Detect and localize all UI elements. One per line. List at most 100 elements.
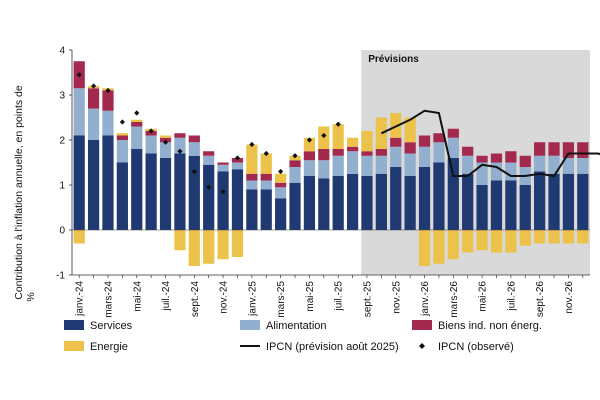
bar-segment xyxy=(231,162,244,170)
x-tick-label: mai-24 xyxy=(132,281,143,312)
bar-segment xyxy=(159,135,172,138)
bar-segment xyxy=(447,158,459,230)
bar-segment xyxy=(332,155,344,176)
legend-label: Services xyxy=(90,320,133,332)
bar-segment xyxy=(318,160,330,179)
bar-segment xyxy=(131,149,143,230)
bar-segment xyxy=(577,230,589,244)
bar-segment xyxy=(217,171,229,230)
y-tick-label: 0 xyxy=(59,226,65,237)
x-tick-label: mars-26 xyxy=(449,281,460,318)
bar-segment xyxy=(375,149,387,156)
legend-label: IPCN (prévision août 2025) xyxy=(266,341,399,353)
bar-segment xyxy=(203,151,215,156)
bar-segment xyxy=(73,135,85,230)
ipcn-observed-points xyxy=(76,72,341,195)
bar-segment xyxy=(73,88,85,136)
bar-segment xyxy=(490,153,503,163)
bar-segment xyxy=(361,151,373,156)
bar-segment xyxy=(217,164,229,172)
bar-segment xyxy=(303,176,316,230)
bar-segment xyxy=(433,162,445,230)
bar-segment xyxy=(476,162,488,185)
bar-segment xyxy=(361,155,373,176)
bar-segment xyxy=(289,182,301,230)
bar-segment xyxy=(188,135,200,143)
bar-segment xyxy=(447,230,459,260)
y-axis: -1 0 1 2 3 4 xyxy=(56,46,73,282)
bar-segment xyxy=(534,142,546,156)
legend-swatch xyxy=(240,320,260,330)
bar-segment xyxy=(361,131,373,152)
bar-segment xyxy=(260,180,272,190)
ipcn-observed-point xyxy=(177,148,183,154)
bar-segment xyxy=(577,158,589,174)
bar-segment xyxy=(490,230,503,253)
bar-segment xyxy=(577,142,589,158)
x-tick-label: nov.-25 xyxy=(391,281,402,314)
x-tick-label: sept.-25 xyxy=(362,281,373,318)
bar-segment xyxy=(433,230,445,264)
bar-segment xyxy=(375,117,387,149)
ipcn-observed-point xyxy=(134,110,140,116)
bar-segment xyxy=(433,142,445,163)
bar-segment xyxy=(562,230,575,244)
ipcn-observed-point xyxy=(306,137,313,143)
bar-segment xyxy=(346,151,359,174)
ipcn-observed-point xyxy=(335,121,341,127)
legend-ipcn-prevision: IPCN (prévision août 2025) xyxy=(240,341,399,353)
ipcn-observed-point xyxy=(162,139,169,145)
bar-segment xyxy=(375,155,387,174)
bar-segment xyxy=(289,167,301,183)
bar-segment xyxy=(131,122,143,127)
x-tick-label: mai-25 xyxy=(305,281,316,312)
bar-segment xyxy=(332,149,344,156)
bar-segment xyxy=(188,230,200,266)
ipcn-observed-point xyxy=(321,132,327,139)
x-tick-label: nov.-26 xyxy=(564,281,575,314)
bar-segment xyxy=(159,142,172,158)
bar-segment xyxy=(375,173,387,230)
bar-segment xyxy=(519,185,531,230)
x-tick-label: juil.-25 xyxy=(334,281,345,312)
bar-segment xyxy=(404,176,416,230)
legend-swatch xyxy=(64,320,84,330)
x-tick-label: janv.-25 xyxy=(247,281,258,317)
x-tick-label: janv.-26 xyxy=(420,281,431,317)
bar-segment xyxy=(490,180,503,230)
bar-segment xyxy=(188,142,200,156)
bar-segment xyxy=(534,230,546,244)
bar-segment xyxy=(505,230,517,253)
ipcn-observed-point xyxy=(278,168,284,175)
y-tick-label: 1 xyxy=(59,181,65,192)
ipcn-observed-point xyxy=(220,189,226,195)
legend-alimentation: Alimentation xyxy=(240,320,327,332)
bar-segment xyxy=(534,155,546,172)
bar-segment xyxy=(174,133,186,138)
bar-segment xyxy=(217,162,229,165)
bar-segment xyxy=(275,173,287,183)
bar-segment xyxy=(332,124,344,149)
y-tick-label: -1 xyxy=(56,271,65,282)
ipcn-observed-point xyxy=(263,150,269,157)
bar-segment xyxy=(332,176,344,230)
bar-group xyxy=(73,61,589,266)
ipcn-observed-point xyxy=(249,141,255,148)
y-tick-label: 2 xyxy=(59,136,65,147)
bar-segment xyxy=(577,173,589,230)
bar-segment xyxy=(246,173,258,181)
bar-segment xyxy=(203,230,215,264)
ipcn-observed-point xyxy=(292,153,298,159)
bar-segment xyxy=(203,155,215,165)
bar-segment xyxy=(174,137,186,154)
bar-segment xyxy=(548,142,560,156)
legend-label: Alimentation xyxy=(266,320,327,332)
ipcn-observed-point xyxy=(206,184,212,190)
bar-segment xyxy=(87,140,100,230)
bar-segment xyxy=(116,140,128,163)
legend-label: Energie xyxy=(90,341,128,353)
bar-segment xyxy=(418,146,431,167)
x-axis: janv.-24 mars-24 mai-24 juil.-24 sept.-24 nov… xyxy=(72,274,590,318)
x-tick-label: sept.-26 xyxy=(535,281,546,318)
